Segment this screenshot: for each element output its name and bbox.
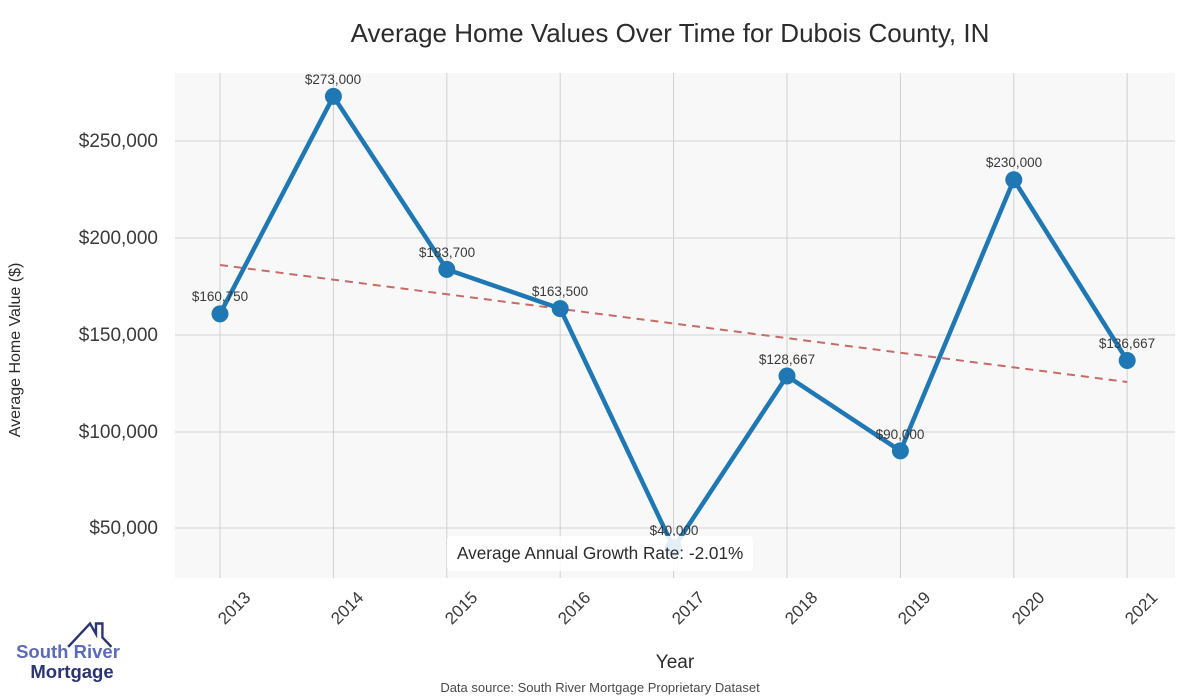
- svg-text:South River: South River: [16, 641, 120, 662]
- svg-text:Mortgage: Mortgage: [30, 661, 113, 682]
